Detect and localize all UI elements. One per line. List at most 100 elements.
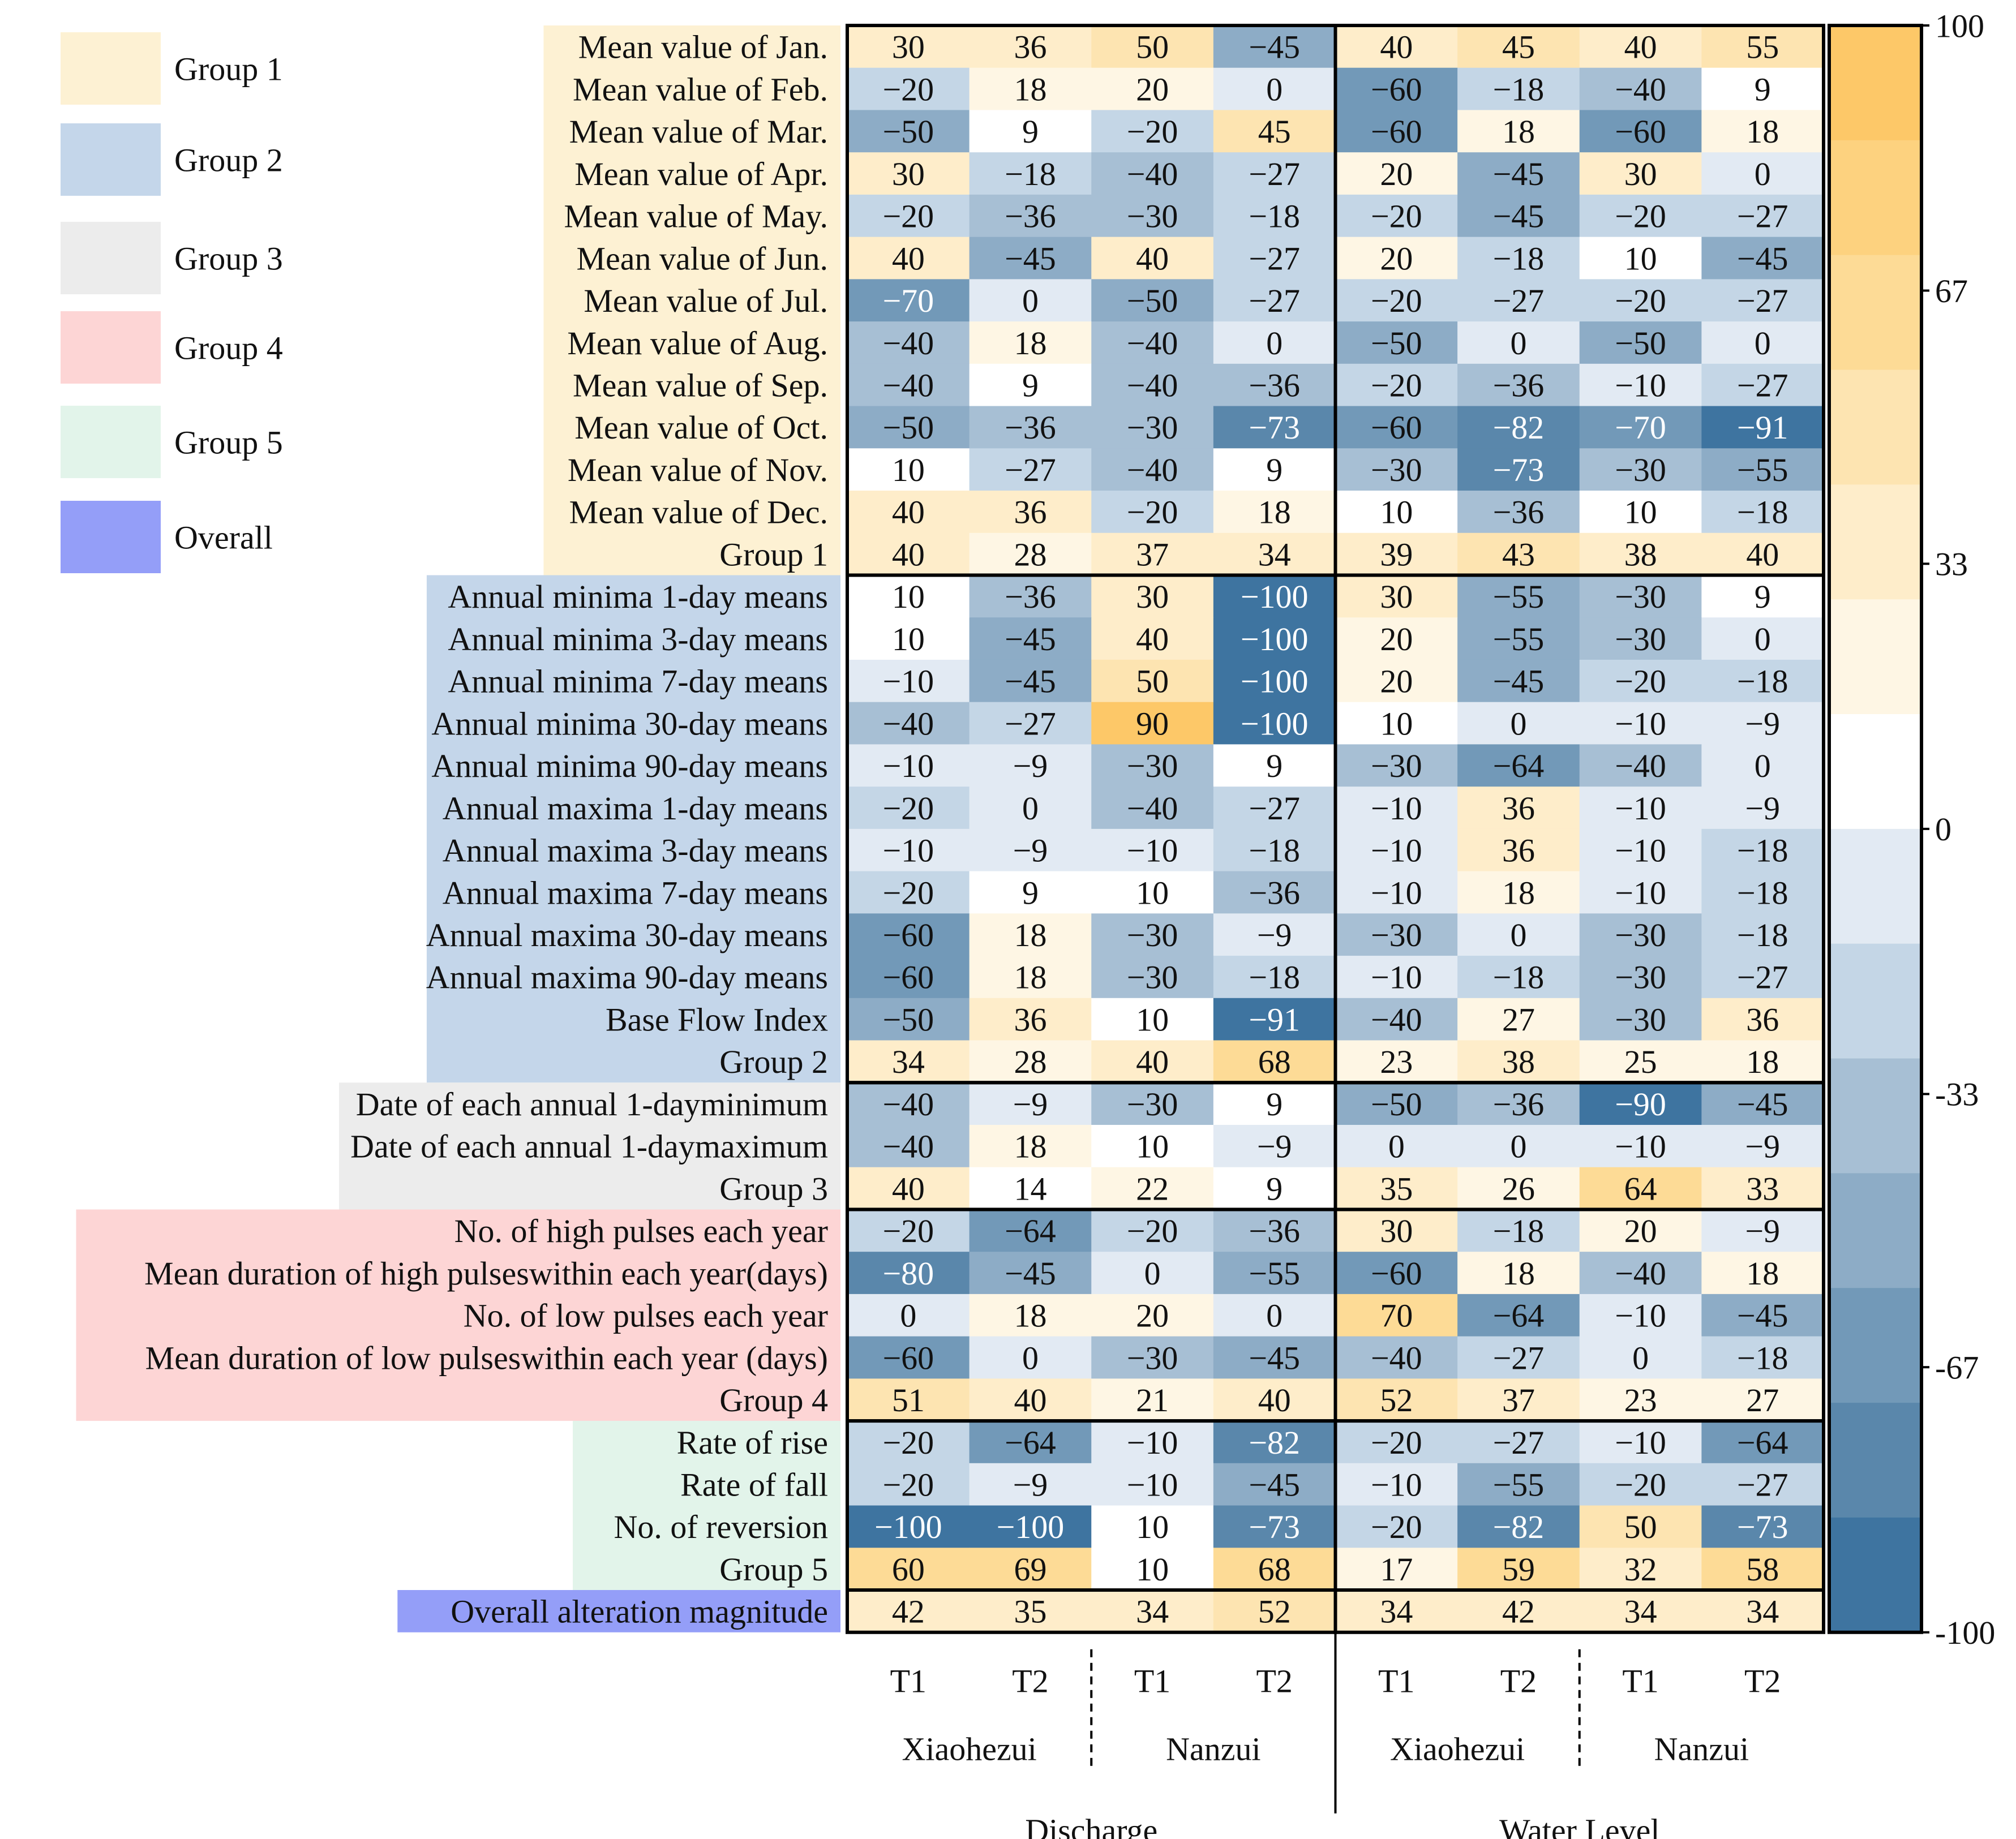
cell-value-label: −36 [1493,494,1545,531]
heatmap-cell [1213,617,1336,660]
cell-value-label: −50 [1371,1086,1422,1123]
heatmap-cell [847,1378,970,1421]
cell-value-label: 9 [1755,71,1771,108]
heatmap-cell [1213,1167,1336,1210]
legend-label-group-3: Group 3 [174,240,283,277]
cell-value-label: 40 [1136,621,1169,658]
cell-value-label: −40 [1127,367,1178,404]
cell-value-label: −73 [1249,409,1300,446]
heatmap-cell [847,617,970,660]
cell-value-label: −20 [1615,1466,1666,1503]
heatmap-cell [1701,1124,1824,1168]
heatmap-cell [1579,110,1702,153]
heatmap-cell [1335,1463,1458,1506]
colorbar-segment [1829,1517,1921,1633]
cell-value-label: 17 [1380,1551,1413,1588]
cell-value-label: −9 [1013,832,1048,869]
cell-value-label: −36 [1005,409,1056,446]
row-label: Mean value of Dec. [569,494,828,531]
heatmap-cell [1213,1082,1336,1125]
cell-value-label: 34 [1136,1593,1169,1630]
heatmap-cell [1213,1463,1336,1506]
cell-value-label: −18 [1737,1339,1788,1376]
cell-value-label: −40 [882,705,934,742]
heatmap-cell [1579,787,1702,830]
cell-value-label: −10 [1371,832,1422,869]
cell-value-label: 40 [1136,240,1169,277]
heatmap-cell [1701,1590,1824,1633]
cell-value-label: −40 [1127,325,1178,362]
cell-value-label: 9 [1266,1170,1282,1207]
cell-value-label: −30 [1615,959,1666,996]
heatmap-cell [1701,956,1824,999]
cell-value-label: −20 [1371,198,1422,235]
cell-value-label: 50 [1136,29,1169,66]
heatmap-cell [1701,237,1824,280]
heatmap-cell [847,998,970,1041]
heatmap-cell [847,1548,970,1591]
cell-value-label: −20 [1371,367,1422,404]
heatmap-cell [1701,575,1824,618]
heatmap-cell [1091,1294,1214,1337]
cell-value-label: −10 [1615,367,1666,404]
heatmap-cell [847,744,970,787]
cell-value-label: −100 [1241,705,1309,742]
heatmap-cell [1457,1548,1580,1591]
cell-value-label: −60 [882,1339,934,1376]
heatmap-cell [847,1252,970,1295]
cell-value-label: −40 [1127,156,1178,192]
heatmap-cell [1213,787,1336,830]
heatmap-cell [969,1336,1092,1379]
period-label: T1 [890,1663,926,1700]
heatmap-cell [1213,744,1336,787]
colorbar-tick-label: -33 [1935,1076,1979,1113]
heatmap-cell [1701,67,1824,111]
heatmap-cell [1091,1463,1214,1506]
cell-value-label: −18 [1005,156,1056,192]
heatmap-cell [1701,828,1824,872]
heatmap-cell [969,448,1092,491]
cell-value-label: 38 [1624,536,1657,573]
cell-value-label: 90 [1136,705,1169,742]
heatmap-cell [1213,363,1336,407]
heatmap-cell [969,744,1092,787]
row-label: Annual maxima 3-day means [443,832,828,869]
heatmap-cell [847,575,970,618]
heatmap-cell [847,1124,970,1168]
cell-value-label: −18 [1249,832,1300,869]
heatmap-cell [969,1167,1092,1210]
heatmap-cell [1579,617,1702,660]
cell-value-label: −27 [1493,282,1545,319]
row-label: No. of low pulses each year [464,1297,828,1334]
cell-value-label: 25 [1624,1043,1657,1080]
cell-value-label: −40 [882,1128,934,1165]
heatmap-cell [1335,1548,1458,1591]
heatmap-cell [1091,1252,1214,1295]
heatmap-cell [1213,1548,1336,1591]
heatmap-cell [1091,1548,1214,1591]
heatmap-cell [1335,1082,1458,1125]
heatmap-cell [1091,532,1214,576]
heatmap-cell [1579,491,1702,534]
cell-value-label: −50 [882,1001,934,1038]
cell-value-label: 0 [1510,1128,1526,1165]
cell-value-label: 18 [1014,71,1046,108]
cell-value-label: −82 [1249,1424,1300,1461]
cell-value-label: −55 [1249,1255,1300,1292]
cell-value-label: 18 [1014,917,1046,953]
heatmap-cell [1335,744,1458,787]
heatmap-cell [1335,67,1458,111]
legend-swatch-group-1 [61,32,161,105]
heatmap-cell [1335,998,1458,1041]
row-label: Rate of rise [677,1424,828,1461]
row-label: Overall alteration magnitude [451,1593,828,1630]
cell-value-label: 40 [892,240,925,277]
heatmap-cell [1335,279,1458,322]
heatmap-cell [1213,828,1336,872]
cell-value-label: −100 [874,1509,942,1545]
cell-value-label: 26 [1502,1170,1535,1207]
heatmap-cell [1457,956,1580,999]
cell-value-label: −30 [1615,452,1666,488]
period-label: T1 [1378,1663,1414,1700]
